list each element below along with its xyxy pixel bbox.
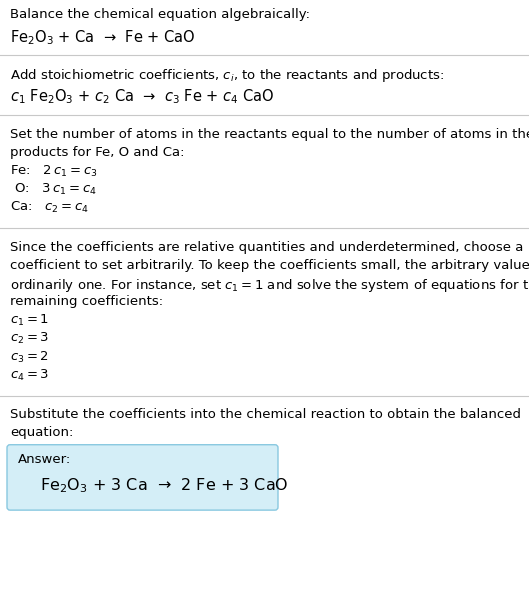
Text: $c_1 = 1$: $c_1 = 1$ bbox=[10, 313, 49, 328]
Text: $c_4 = 3$: $c_4 = 3$ bbox=[10, 368, 49, 383]
Text: $c_3 = 2$: $c_3 = 2$ bbox=[10, 350, 49, 365]
Text: $c_2 = 3$: $c_2 = 3$ bbox=[10, 331, 49, 347]
Text: Answer:: Answer: bbox=[18, 453, 71, 466]
Text: Set the number of atoms in the reactants equal to the number of atoms in the: Set the number of atoms in the reactants… bbox=[10, 127, 529, 141]
Text: Fe$_2$O$_3$ + 3 Ca  →  2 Fe + 3 CaO: Fe$_2$O$_3$ + 3 Ca → 2 Fe + 3 CaO bbox=[40, 476, 288, 495]
Text: coefficient to set arbitrarily. To keep the coefficients small, the arbitrary va: coefficient to set arbitrarily. To keep … bbox=[10, 259, 529, 272]
Text: Ca:   $c_2 = c_4$: Ca: $c_2 = c_4$ bbox=[10, 200, 89, 215]
Text: remaining coefficients:: remaining coefficients: bbox=[10, 295, 163, 308]
FancyBboxPatch shape bbox=[7, 445, 278, 510]
Text: Balance the chemical equation algebraically:: Balance the chemical equation algebraica… bbox=[10, 8, 310, 21]
Text: equation:: equation: bbox=[10, 426, 74, 439]
Text: O:   $3\,c_1 = c_4$: O: $3\,c_1 = c_4$ bbox=[10, 182, 97, 197]
Text: $c_1$ Fe$_2$O$_3$ + $c_2$ Ca  →  $c_3$ Fe + $c_4$ CaO: $c_1$ Fe$_2$O$_3$ + $c_2$ Ca → $c_3$ Fe … bbox=[10, 87, 274, 106]
Text: Since the coefficients are relative quantities and underdetermined, choose a: Since the coefficients are relative quan… bbox=[10, 240, 523, 254]
Text: ordinarily one. For instance, set $c_1 = 1$ and solve the system of equations fo: ordinarily one. For instance, set $c_1 =… bbox=[10, 277, 529, 294]
Text: Add stoichiometric coefficients, $c_i$, to the reactants and products:: Add stoichiometric coefficients, $c_i$, … bbox=[10, 67, 444, 84]
Text: products for Fe, O and Ca:: products for Fe, O and Ca: bbox=[10, 146, 185, 159]
Text: Fe:   $2\,c_1 = c_3$: Fe: $2\,c_1 = c_3$ bbox=[10, 164, 98, 179]
Text: Fe$_2$O$_3$ + Ca  →  Fe + CaO: Fe$_2$O$_3$ + Ca → Fe + CaO bbox=[10, 29, 196, 47]
Text: Substitute the coefficients into the chemical reaction to obtain the balanced: Substitute the coefficients into the che… bbox=[10, 408, 521, 421]
